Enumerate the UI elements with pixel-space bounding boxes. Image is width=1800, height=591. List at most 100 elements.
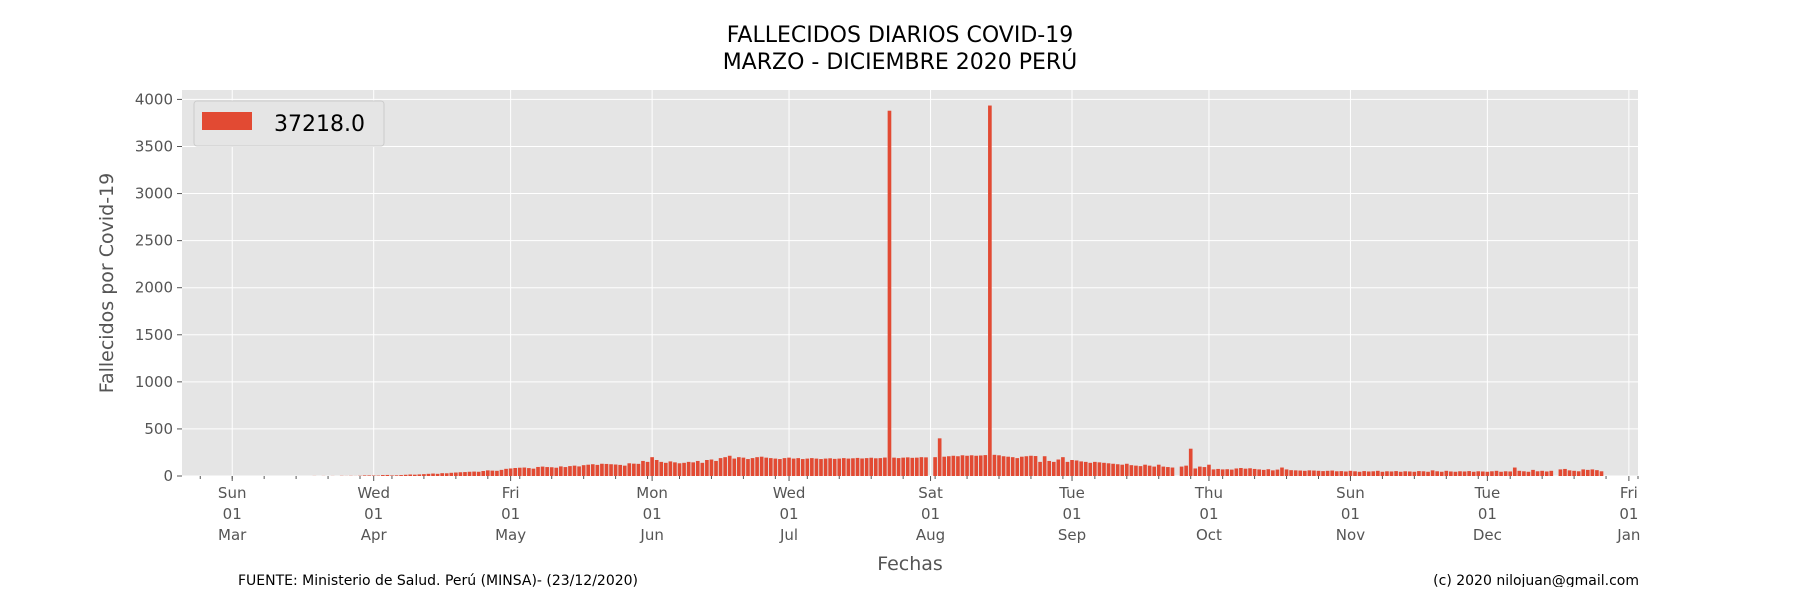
bar xyxy=(678,463,682,476)
bar xyxy=(719,458,723,476)
bar xyxy=(664,463,668,476)
bar xyxy=(751,458,755,476)
bar xyxy=(1504,471,1508,476)
x-tick-label: 01 xyxy=(223,505,242,523)
bar xyxy=(874,458,878,476)
bar xyxy=(363,475,367,476)
bar xyxy=(1321,471,1325,476)
bar xyxy=(879,458,883,476)
x-tick-label: 01 xyxy=(1062,505,1081,523)
bar xyxy=(1540,471,1544,476)
bar xyxy=(1098,462,1102,476)
bar xyxy=(550,467,554,476)
bar xyxy=(1161,467,1165,476)
bar xyxy=(1285,469,1289,476)
bar xyxy=(1221,469,1225,476)
bar xyxy=(491,471,495,476)
bar xyxy=(1271,470,1275,476)
bar xyxy=(696,461,700,476)
bar xyxy=(1152,467,1156,476)
plot-area xyxy=(182,90,1638,476)
bar xyxy=(828,458,832,476)
bar xyxy=(399,475,403,476)
bar xyxy=(472,472,476,476)
bar xyxy=(1499,472,1503,476)
bar xyxy=(614,465,618,476)
bar xyxy=(1454,472,1458,476)
bar xyxy=(395,475,399,476)
bar xyxy=(1116,464,1120,476)
y-tick-label: 0 xyxy=(163,467,173,485)
bar xyxy=(481,471,485,476)
bar xyxy=(897,458,901,476)
bar xyxy=(1312,471,1316,476)
bar xyxy=(1440,472,1444,476)
x-tick-label: Jan xyxy=(1616,526,1640,544)
bar xyxy=(1198,467,1202,476)
bar xyxy=(1413,472,1417,476)
bar xyxy=(778,459,782,476)
bar xyxy=(1326,471,1330,476)
x-tick-label: Dec xyxy=(1473,526,1502,544)
bar xyxy=(1490,471,1494,476)
bar xyxy=(847,459,851,476)
bar xyxy=(1070,460,1074,476)
y-axis-label: Fallecidos por Covid-19 xyxy=(96,173,118,393)
x-tick-label: 01 xyxy=(1478,505,1497,523)
bar xyxy=(682,463,686,476)
bar xyxy=(865,458,869,476)
bar xyxy=(1449,471,1453,476)
bar xyxy=(1426,472,1430,476)
bar xyxy=(970,455,974,476)
bar xyxy=(1262,470,1266,476)
bar xyxy=(687,462,691,476)
bar xyxy=(805,459,809,476)
bar xyxy=(1253,469,1257,476)
bar xyxy=(673,462,677,476)
bar xyxy=(851,458,855,476)
bar xyxy=(513,468,517,476)
bar xyxy=(842,458,846,476)
bar xyxy=(1563,469,1567,476)
bar xyxy=(527,468,531,476)
bar xyxy=(1171,468,1175,476)
y-tick-label: 3500 xyxy=(135,137,173,155)
bar xyxy=(1358,472,1362,476)
legend: 37218.0 xyxy=(194,101,384,146)
bar xyxy=(1052,462,1056,476)
bar xyxy=(632,464,636,476)
bar xyxy=(1139,466,1143,476)
bar xyxy=(1431,470,1435,476)
bar xyxy=(801,459,805,476)
bar xyxy=(1244,469,1248,476)
bar xyxy=(1180,467,1184,476)
bar xyxy=(1184,466,1188,476)
bar xyxy=(1266,469,1270,476)
bar xyxy=(1225,469,1229,476)
bar xyxy=(1289,470,1293,476)
x-tick-label: Sat xyxy=(918,484,943,502)
bar xyxy=(742,458,746,476)
x-tick-label: Aug xyxy=(916,526,945,544)
bar xyxy=(623,466,627,476)
bar xyxy=(545,467,549,476)
bar xyxy=(837,459,841,476)
bar xyxy=(1120,465,1124,476)
bar xyxy=(536,467,540,476)
bar xyxy=(1463,471,1467,476)
bar xyxy=(1486,472,1490,476)
bar xyxy=(582,465,586,476)
bar xyxy=(1102,463,1106,476)
bar xyxy=(669,461,673,476)
bar xyxy=(961,455,965,476)
bar xyxy=(883,458,887,476)
bar xyxy=(509,468,513,476)
y-tick-label: 2000 xyxy=(135,279,173,297)
x-tick-label: Sun xyxy=(1336,484,1365,502)
bar xyxy=(947,456,951,476)
bar xyxy=(997,455,1001,476)
bar xyxy=(1166,467,1170,476)
bar xyxy=(1230,470,1234,476)
bar xyxy=(659,462,663,476)
bar xyxy=(965,456,969,476)
